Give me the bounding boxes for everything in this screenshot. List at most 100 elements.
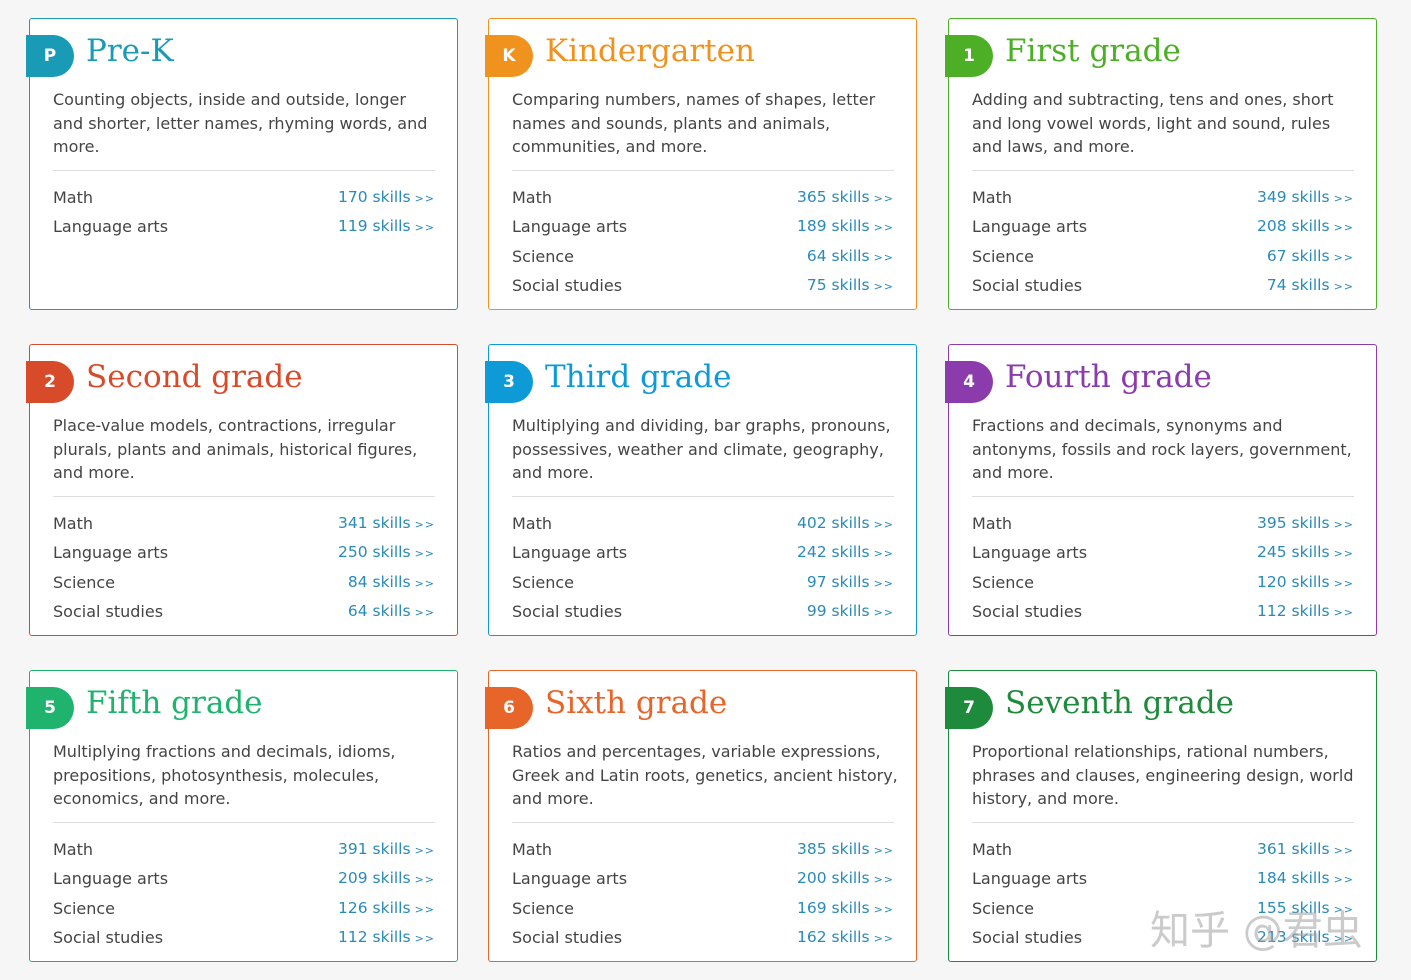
- skills-count[interactable]: 119 skills: [338, 217, 411, 236]
- skills-link[interactable]: 349 skills >>: [1257, 188, 1354, 206]
- link-arrow[interactable]: >>: [873, 931, 894, 945]
- link-arrow[interactable]: >>: [1333, 844, 1354, 857]
- skills-count[interactable]: 112 skills: [338, 927, 411, 946]
- link-arrow[interactable]: >>: [1333, 605, 1354, 619]
- link-arrow[interactable]: >>: [873, 576, 894, 590]
- skills-count[interactable]: 169 skills: [797, 898, 870, 917]
- grade-title[interactable]: Pre-K: [86, 33, 174, 69]
- skills-link[interactable]: 67 skills >>: [1267, 247, 1354, 265]
- link-arrow[interactable]: >>: [1333, 931, 1354, 945]
- link-arrow[interactable]: >>: [873, 873, 894, 887]
- skills-count[interactable]: 64 skills: [806, 246, 870, 265]
- link-arrow[interactable]: >>: [1333, 576, 1354, 590]
- grade-title[interactable]: Fourth grade: [1005, 359, 1212, 395]
- skills-count[interactable]: 391 skills: [338, 840, 411, 858]
- skills-count[interactable]: 170 skills: [338, 188, 411, 206]
- skills-count[interactable]: 112 skills: [1257, 601, 1330, 620]
- skills-count[interactable]: 242 skills: [797, 543, 870, 562]
- link-arrow[interactable]: >>: [873, 518, 894, 531]
- skills-count[interactable]: 213 skills: [1257, 927, 1330, 946]
- skills-count[interactable]: 250 skills: [338, 543, 411, 562]
- skills-link[interactable]: 119 skills >>: [338, 217, 435, 235]
- link-arrow[interactable]: >>: [414, 931, 435, 945]
- link-arrow[interactable]: >>: [1333, 873, 1354, 887]
- link-arrow[interactable]: >>: [414, 518, 435, 531]
- link-arrow[interactable]: >>: [1333, 279, 1354, 293]
- skills-link[interactable]: 385 skills >>: [797, 840, 894, 858]
- skills-link[interactable]: 242 skills >>: [797, 543, 894, 561]
- skills-link[interactable]: 365 skills >>: [797, 188, 894, 206]
- skills-count[interactable]: 74 skills: [1266, 275, 1330, 294]
- skills-link[interactable]: 112 skills >>: [338, 928, 435, 946]
- skills-count[interactable]: 341 skills: [338, 514, 411, 532]
- grade-title[interactable]: Second grade: [86, 359, 303, 395]
- skills-count[interactable]: 189 skills: [797, 217, 870, 236]
- grade-title[interactable]: First grade: [1005, 33, 1181, 69]
- link-arrow[interactable]: >>: [1333, 250, 1354, 264]
- skills-count[interactable]: 200 skills: [797, 869, 870, 888]
- skills-count[interactable]: 245 skills: [1257, 543, 1330, 562]
- grade-title[interactable]: Third grade: [545, 359, 732, 395]
- link-arrow[interactable]: >>: [414, 605, 435, 619]
- link-arrow[interactable]: >>: [414, 192, 435, 205]
- skills-link[interactable]: 155 skills >>: [1257, 899, 1354, 917]
- skills-link[interactable]: 99 skills >>: [807, 602, 894, 620]
- skills-link[interactable]: 120 skills >>: [1257, 573, 1354, 591]
- skills-link[interactable]: 64 skills >>: [807, 247, 894, 265]
- skills-link[interactable]: 395 skills >>: [1257, 514, 1354, 532]
- skills-count[interactable]: 365 skills: [797, 188, 870, 206]
- grade-title[interactable]: Fifth grade: [86, 685, 263, 721]
- link-arrow[interactable]: >>: [873, 192, 894, 205]
- skills-link[interactable]: 402 skills >>: [797, 514, 894, 532]
- skills-link[interactable]: 200 skills >>: [797, 869, 894, 887]
- skills-count[interactable]: 67 skills: [1266, 246, 1330, 265]
- grade-title[interactable]: Kindergarten: [545, 33, 755, 69]
- skills-link[interactable]: 170 skills >>: [338, 188, 435, 206]
- skills-count[interactable]: 395 skills: [1257, 514, 1330, 532]
- link-arrow[interactable]: >>: [873, 605, 894, 619]
- link-arrow[interactable]: >>: [873, 279, 894, 293]
- skills-link[interactable]: 245 skills >>: [1257, 543, 1354, 561]
- skills-count[interactable]: 120 skills: [1257, 572, 1330, 591]
- link-arrow[interactable]: >>: [1333, 547, 1354, 561]
- skills-link[interactable]: 184 skills >>: [1257, 869, 1354, 887]
- skills-count[interactable]: 385 skills: [797, 840, 870, 858]
- link-arrow[interactable]: >>: [414, 902, 435, 916]
- skills-count[interactable]: 75 skills: [806, 275, 870, 294]
- link-arrow[interactable]: >>: [873, 844, 894, 857]
- skills-link[interactable]: 162 skills >>: [797, 928, 894, 946]
- skills-link[interactable]: 213 skills >>: [1257, 928, 1354, 946]
- skills-count[interactable]: 162 skills: [797, 927, 870, 946]
- skills-link[interactable]: 75 skills >>: [807, 276, 894, 294]
- link-arrow[interactable]: >>: [873, 902, 894, 916]
- link-arrow[interactable]: >>: [414, 576, 435, 590]
- skills-link[interactable]: 112 skills >>: [1257, 602, 1354, 620]
- link-arrow[interactable]: >>: [1333, 221, 1354, 235]
- skills-count[interactable]: 84 skills: [347, 572, 411, 591]
- link-arrow[interactable]: >>: [873, 547, 894, 561]
- skills-link[interactable]: 361 skills >>: [1257, 840, 1354, 858]
- link-arrow[interactable]: >>: [414, 221, 435, 235]
- skills-count[interactable]: 349 skills: [1257, 188, 1330, 206]
- skills-count[interactable]: 209 skills: [338, 869, 411, 888]
- skills-link[interactable]: 126 skills >>: [338, 899, 435, 917]
- skills-count[interactable]: 126 skills: [338, 898, 411, 917]
- skills-link[interactable]: 209 skills >>: [338, 869, 435, 887]
- link-arrow[interactable]: >>: [1333, 518, 1354, 531]
- skills-link[interactable]: 391 skills >>: [338, 840, 435, 858]
- skills-link[interactable]: 97 skills >>: [807, 573, 894, 591]
- skills-count[interactable]: 402 skills: [797, 514, 870, 532]
- skills-link[interactable]: 250 skills >>: [338, 543, 435, 561]
- link-arrow[interactable]: >>: [414, 547, 435, 561]
- link-arrow[interactable]: >>: [1333, 902, 1354, 916]
- skills-count[interactable]: 361 skills: [1257, 840, 1330, 858]
- skills-link[interactable]: 64 skills >>: [348, 602, 435, 620]
- skills-count[interactable]: 64 skills: [347, 601, 411, 620]
- skills-count[interactable]: 97 skills: [806, 572, 870, 591]
- link-arrow[interactable]: >>: [873, 250, 894, 264]
- skills-count[interactable]: 184 skills: [1257, 869, 1330, 888]
- skills-link[interactable]: 189 skills >>: [797, 217, 894, 235]
- skills-link[interactable]: 208 skills >>: [1257, 217, 1354, 235]
- skills-link[interactable]: 84 skills >>: [348, 573, 435, 591]
- skills-link[interactable]: 341 skills >>: [338, 514, 435, 532]
